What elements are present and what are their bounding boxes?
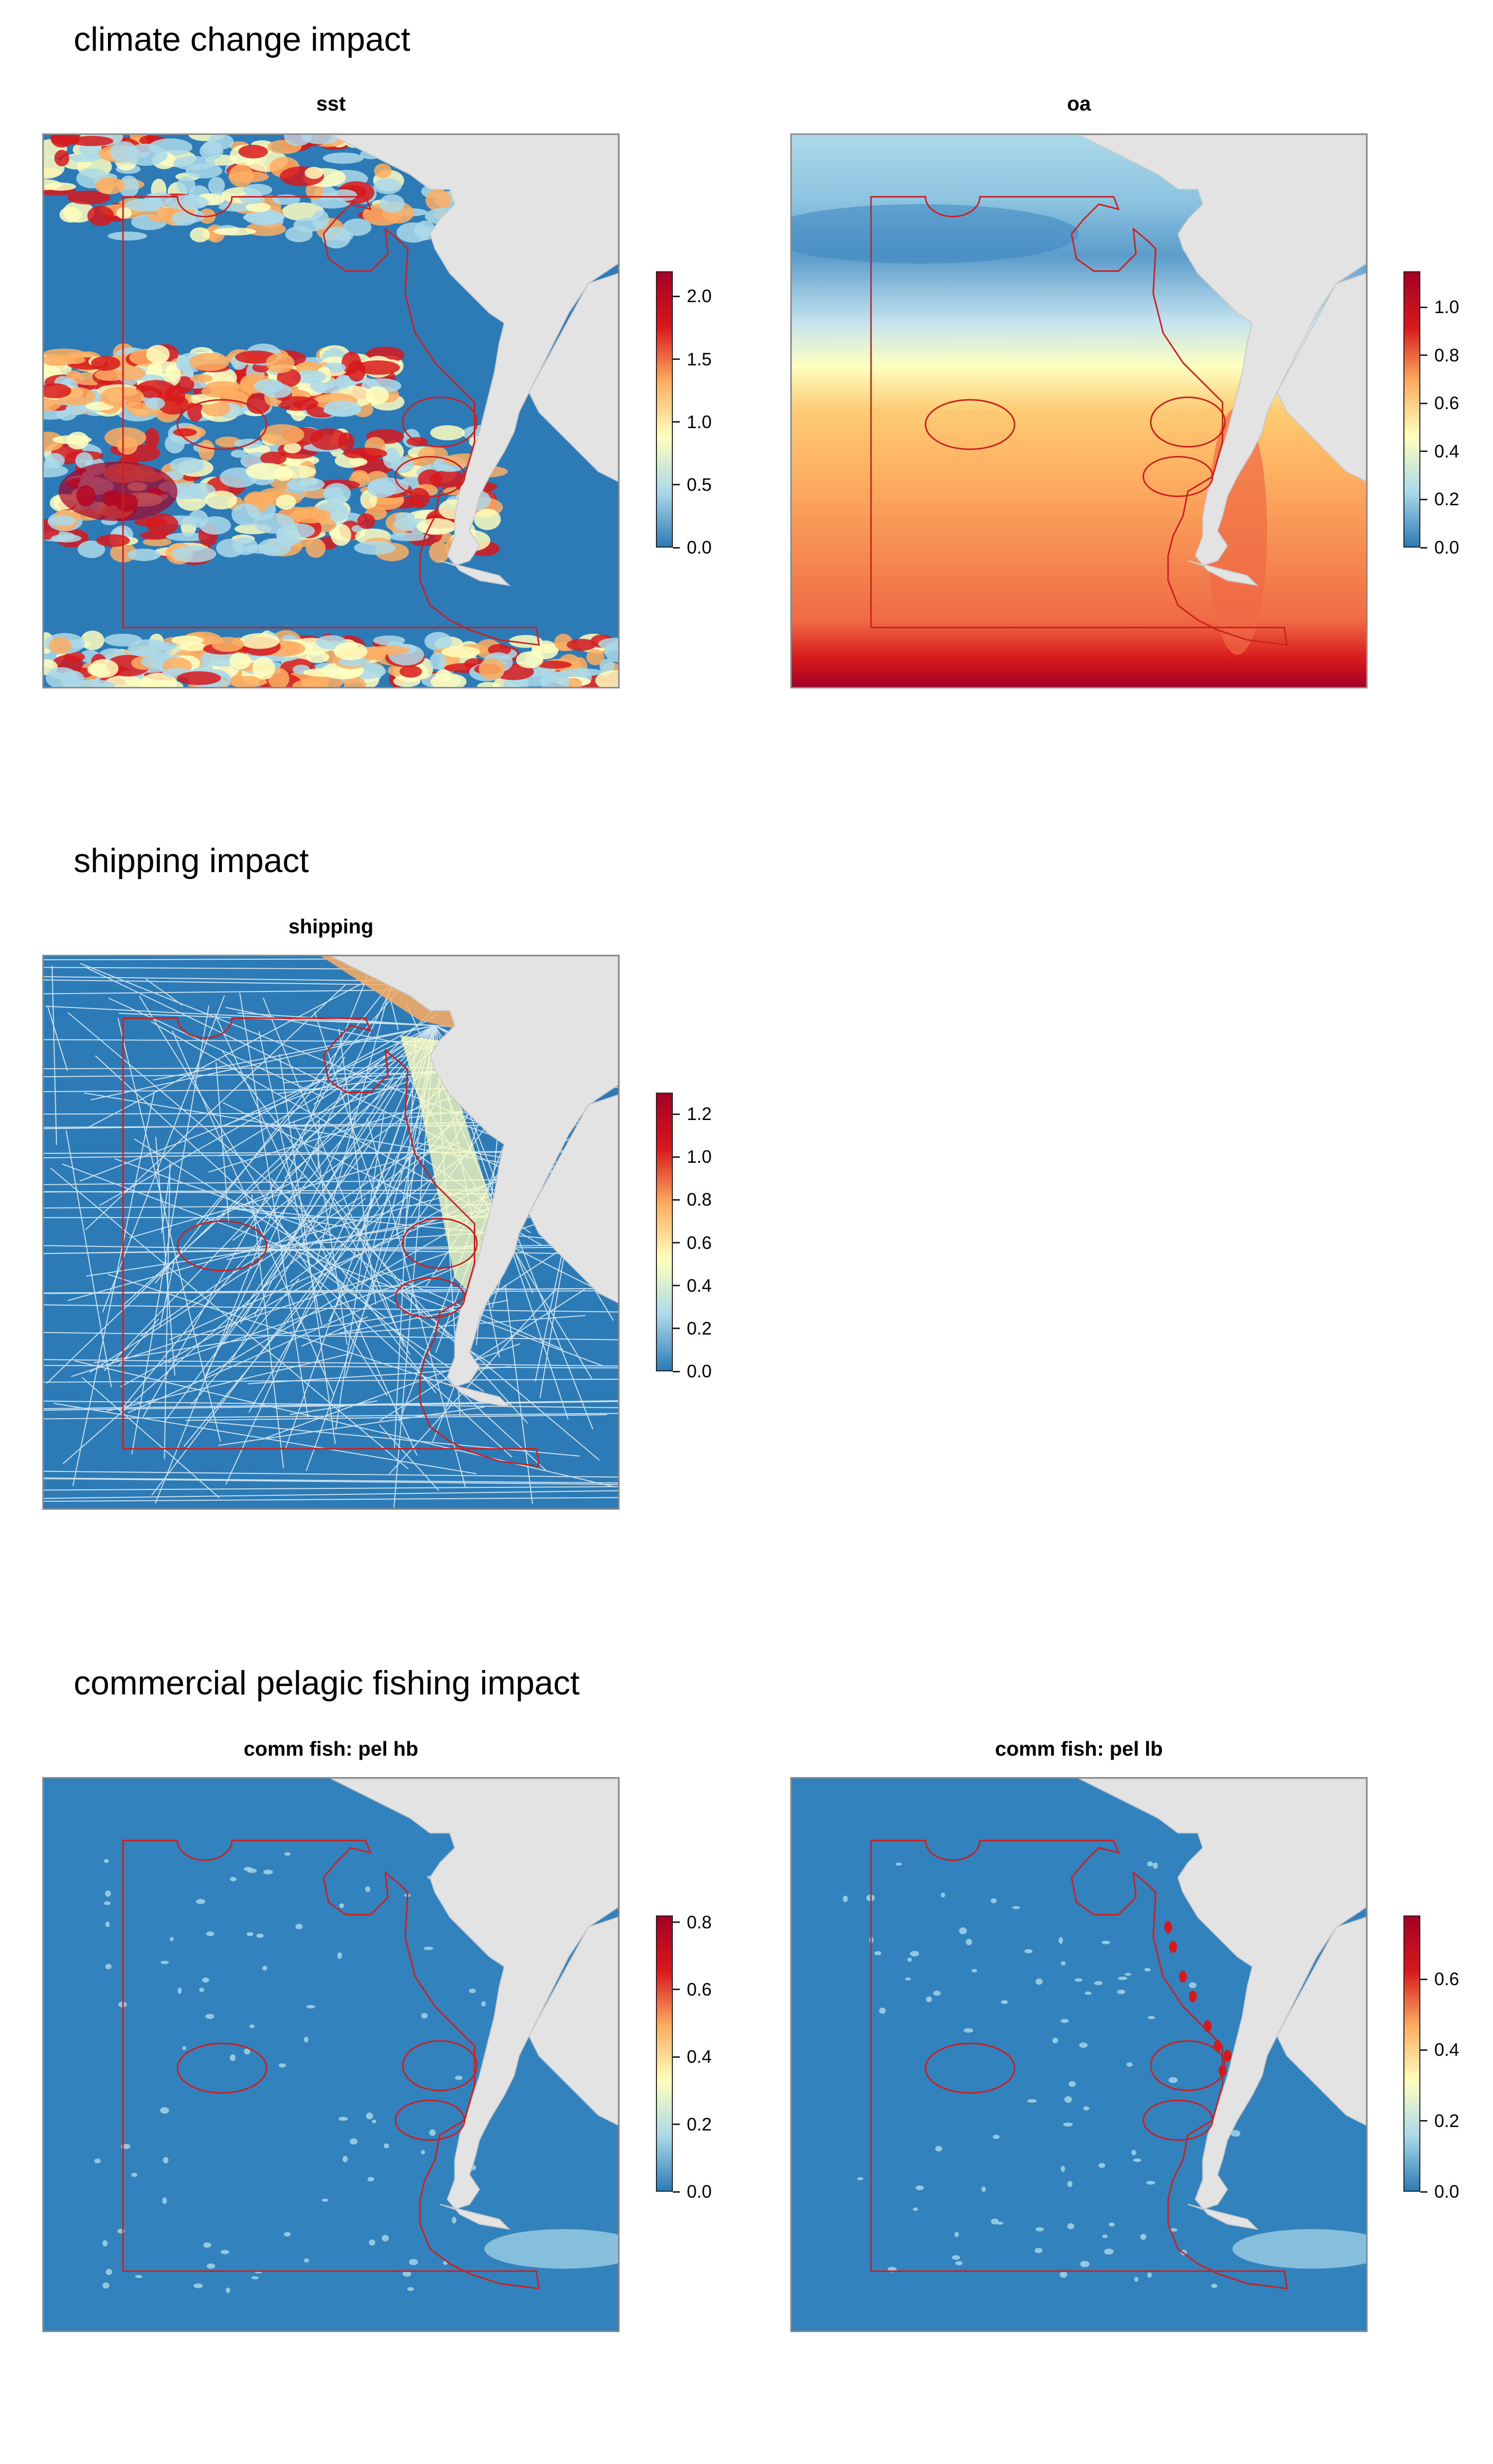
legend-colorbar <box>1403 271 1420 548</box>
legend-tick-label: 0.5 <box>687 474 712 495</box>
legend-tick-label: 0.2 <box>687 2114 712 2134</box>
legend-tick-label: 0.6 <box>687 1979 712 2000</box>
land-mass <box>330 956 618 1408</box>
legend-tick-label: 0.4 <box>1434 2039 1460 2060</box>
map-svg <box>44 956 618 1508</box>
legend-tick-label: 0.6 <box>1434 393 1460 414</box>
legend-pel-hb: 0.0 0.2 0.4 0.6 0.8 <box>656 1912 726 2202</box>
legend-tick-label: 0.4 <box>687 1275 712 1296</box>
legend-pel-lb: 0.0 0.2 0.4 0.6 <box>1403 1915 1473 2202</box>
legend-tick-label: 0.2 <box>1434 2110 1460 2131</box>
map-sst <box>42 133 620 688</box>
legend-tick-label: 0.6 <box>687 1232 712 1253</box>
legend-tick-label: 0.4 <box>1434 441 1460 461</box>
legend-tick-label: 0.4 <box>687 2046 712 2067</box>
panel-title-oa: oa <box>1067 92 1091 115</box>
map-oa <box>790 133 1368 688</box>
legend-tick-label: 0.2 <box>1434 489 1460 510</box>
legend-colorbar <box>656 1093 673 1371</box>
legend-tick-label: 0.0 <box>1434 2181 1460 2202</box>
land-mass <box>1078 135 1366 586</box>
map-svg <box>792 1779 1366 2331</box>
section-title-fishing: commercial pelagic fishing impact <box>74 1664 580 1702</box>
map-svg <box>44 1779 618 2331</box>
panel-title-sst: sst <box>316 92 346 115</box>
map-svg <box>44 135 618 687</box>
panel-title-pel-hb: comm fish: pel hb <box>243 1737 419 1760</box>
legend-tick-label: 1.0 <box>687 411 712 432</box>
legend-tick-label: 0.8 <box>687 1911 712 1932</box>
map-pel-hb <box>42 1777 620 2332</box>
study-area-boundary <box>122 1839 540 2290</box>
legend-sst: 0.0 0.5 1.0 1.5 2.0 <box>656 271 726 558</box>
legend-tick-label: 1.0 <box>687 1146 712 1167</box>
legend-tick-label: 1.2 <box>687 1104 712 1124</box>
study-area-boundary <box>122 196 540 646</box>
legend-tick-label: 0.6 <box>1434 1969 1460 1990</box>
legend-oa: 0.0 0.2 0.4 0.6 0.8 1.0 <box>1403 271 1473 558</box>
legend-tick-label: 0.0 <box>687 1361 712 1381</box>
land-mass <box>1078 1779 1366 2230</box>
map-svg <box>792 135 1366 687</box>
legend-tick-label: 0.2 <box>687 1318 712 1339</box>
legend-tick-label: 1.5 <box>687 348 712 369</box>
legend-colorbar <box>1403 1915 1420 2192</box>
legend-colorbar <box>656 1915 673 2192</box>
legend-colorbar <box>656 271 673 548</box>
section-title-shipping: shipping impact <box>74 842 309 880</box>
legend-tick-label: 0.0 <box>687 2181 712 2202</box>
panel-title-shipping: shipping <box>288 915 374 938</box>
panel-title-pel-lb: comm fish: pel lb <box>995 1737 1163 1760</box>
legend-tick-label: 0.0 <box>687 537 712 558</box>
section-title-climate: climate change impact <box>74 20 411 58</box>
study-area-boundary <box>122 1017 540 1467</box>
legend-tick-label: 0.0 <box>1434 537 1460 558</box>
legend-tick-label: 1.0 <box>1434 297 1460 318</box>
map-pel-lb <box>790 1777 1368 2332</box>
map-shipping <box>42 955 620 1510</box>
land-mass <box>330 135 618 586</box>
study-area-boundary <box>870 196 1288 646</box>
study-area-boundary <box>870 1839 1288 2290</box>
legend-tick-label: 0.8 <box>687 1189 712 1210</box>
legend-tick-label: 0.8 <box>1434 344 1460 365</box>
legend-shipping: 0.0 0.2 0.4 0.6 0.8 1.0 1.2 <box>656 1093 726 1381</box>
land-mass <box>330 1779 618 2230</box>
legend-tick-label: 2.0 <box>687 286 712 307</box>
